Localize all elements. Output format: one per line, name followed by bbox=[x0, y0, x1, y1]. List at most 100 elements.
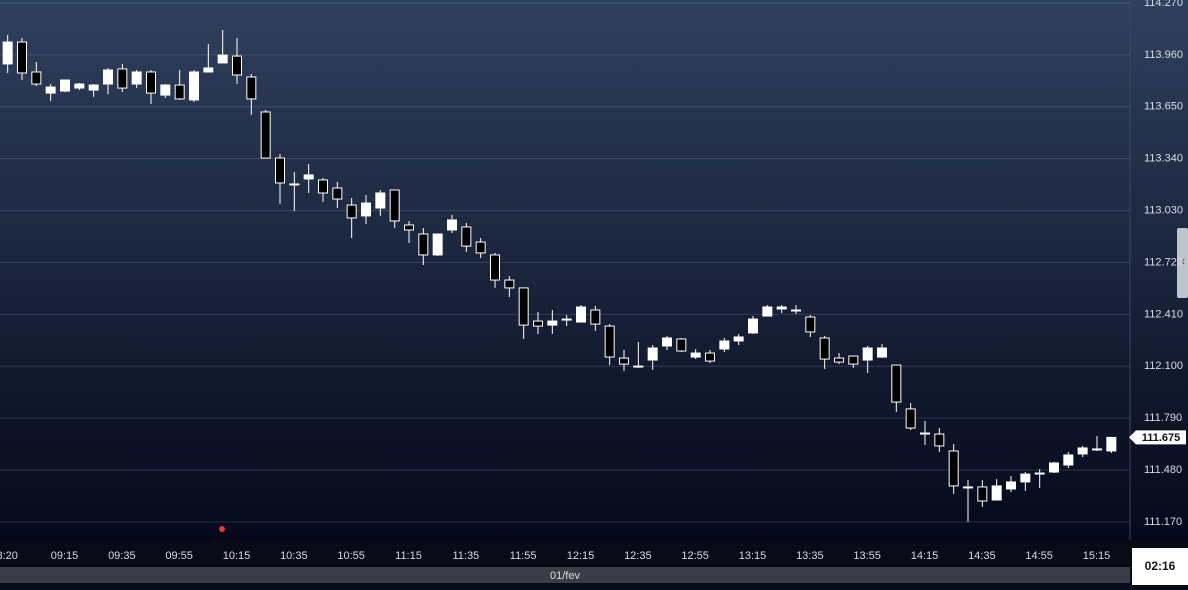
candle-body bbox=[131, 71, 142, 85]
y-tick-label: 112.410 bbox=[1144, 308, 1183, 320]
candle-body bbox=[2, 41, 13, 65]
event-marker[interactable] bbox=[219, 526, 225, 532]
candle-body bbox=[318, 179, 328, 194]
candle-body bbox=[275, 157, 285, 184]
x-tick-label: 12:15 bbox=[567, 550, 595, 562]
x-tick-label: 8:20 bbox=[0, 550, 18, 562]
candle-body bbox=[404, 224, 414, 231]
candle-body bbox=[604, 325, 615, 358]
candle-body bbox=[590, 309, 601, 325]
candle-body bbox=[31, 71, 42, 85]
candle-body bbox=[690, 352, 701, 358]
candle-body bbox=[490, 254, 500, 281]
candle-body bbox=[877, 347, 887, 358]
candle-body bbox=[432, 233, 443, 256]
candle-body bbox=[819, 337, 830, 360]
candle-body bbox=[762, 306, 773, 317]
candle-body bbox=[963, 486, 973, 489]
y-tick-label: 111.480 bbox=[1144, 464, 1182, 476]
x-tick-label: 13:15 bbox=[739, 550, 767, 562]
x-tick-label: 14:35 bbox=[968, 550, 996, 562]
candle-body bbox=[662, 337, 672, 347]
candle-body bbox=[862, 347, 873, 361]
candle-body bbox=[533, 320, 543, 327]
candle-body bbox=[174, 84, 185, 100]
candle-body bbox=[619, 357, 629, 365]
candle-body bbox=[1020, 473, 1031, 483]
candle-body bbox=[776, 306, 787, 310]
candle-body bbox=[1092, 448, 1102, 451]
date-label: 01/fev bbox=[550, 570, 580, 582]
candles bbox=[2, 29, 1117, 522]
candle-body bbox=[834, 357, 844, 363]
x-tick-label: 15:15 bbox=[1083, 550, 1111, 562]
candle-body bbox=[733, 336, 744, 342]
date-bar bbox=[0, 567, 1130, 583]
candle-body bbox=[17, 41, 27, 74]
y-tick-label: 111.170 bbox=[1144, 516, 1182, 528]
candle-body bbox=[447, 219, 457, 231]
candle-body bbox=[905, 408, 916, 429]
candle-body bbox=[1006, 481, 1016, 490]
candle-body bbox=[504, 279, 515, 289]
candle-body bbox=[332, 187, 343, 200]
candle-body bbox=[189, 71, 199, 101]
candle-body bbox=[475, 241, 486, 254]
x-tick-label: 10:15 bbox=[223, 550, 251, 562]
x-tick-label: 09:15 bbox=[51, 550, 79, 562]
candle-body bbox=[977, 486, 988, 502]
candle-body bbox=[74, 83, 85, 89]
candle-body bbox=[991, 485, 1002, 501]
candle-body bbox=[1077, 447, 1088, 455]
plot-background bbox=[0, 0, 1188, 540]
candle-body bbox=[791, 309, 801, 312]
candle-body bbox=[576, 306, 586, 323]
candle-body bbox=[217, 54, 228, 64]
candle-body bbox=[805, 316, 816, 333]
candle-body bbox=[1049, 462, 1059, 473]
candle-body bbox=[1063, 454, 1074, 466]
labels: 114.270 113.960 113.650 113.340 113.030 112.7… bbox=[0, 0, 1186, 562]
candle-body bbox=[748, 318, 758, 334]
candle-body bbox=[289, 183, 300, 186]
y-tick-label: 114.270 bbox=[1144, 0, 1183, 9]
candle-body bbox=[676, 338, 687, 352]
candle-body bbox=[461, 226, 472, 247]
y-tick-label: 112.100 bbox=[1144, 360, 1183, 372]
y-tick-label: 113.030 bbox=[1144, 204, 1183, 216]
candle-body bbox=[88, 84, 99, 91]
candle-body bbox=[375, 192, 386, 209]
y-tick-label: 112.720 bbox=[1144, 256, 1183, 268]
candle-body bbox=[246, 76, 257, 100]
candle-body bbox=[705, 352, 715, 362]
x-tick-label: 13:35 bbox=[796, 550, 824, 562]
clock-box bbox=[1132, 548, 1188, 585]
candle-body bbox=[647, 347, 658, 361]
candle-body bbox=[232, 55, 242, 76]
candle-body bbox=[633, 365, 644, 368]
side-panel-button[interactable] bbox=[1177, 228, 1188, 298]
candle-body bbox=[160, 84, 171, 96]
candle-body bbox=[934, 433, 945, 447]
x-tick-label: 11:35 bbox=[452, 550, 479, 562]
y-tick-label: 113.650 bbox=[1144, 101, 1183, 113]
x-tick-label: 09:55 bbox=[165, 550, 193, 562]
candle-body bbox=[547, 320, 558, 326]
candle-body bbox=[1106, 436, 1117, 452]
candle-body bbox=[518, 287, 529, 326]
candle-body bbox=[117, 68, 128, 89]
candle-body bbox=[361, 202, 371, 217]
candle-body bbox=[948, 450, 959, 487]
grid bbox=[0, 2, 1130, 523]
time-axis-background bbox=[0, 540, 1188, 567]
candle-body bbox=[103, 69, 113, 85]
y-tick-label: 113.340 bbox=[1144, 153, 1183, 165]
x-tick-label: 10:55 bbox=[337, 550, 365, 562]
x-tick-label: 12:55 bbox=[681, 550, 709, 562]
x-tick-label: 14:15 bbox=[911, 550, 939, 562]
clock: 02:16 bbox=[1145, 559, 1176, 573]
side-panel-arrow: ‹ bbox=[1181, 254, 1185, 268]
candle-body bbox=[303, 174, 314, 180]
x-tick-label: 13:55 bbox=[853, 550, 881, 562]
